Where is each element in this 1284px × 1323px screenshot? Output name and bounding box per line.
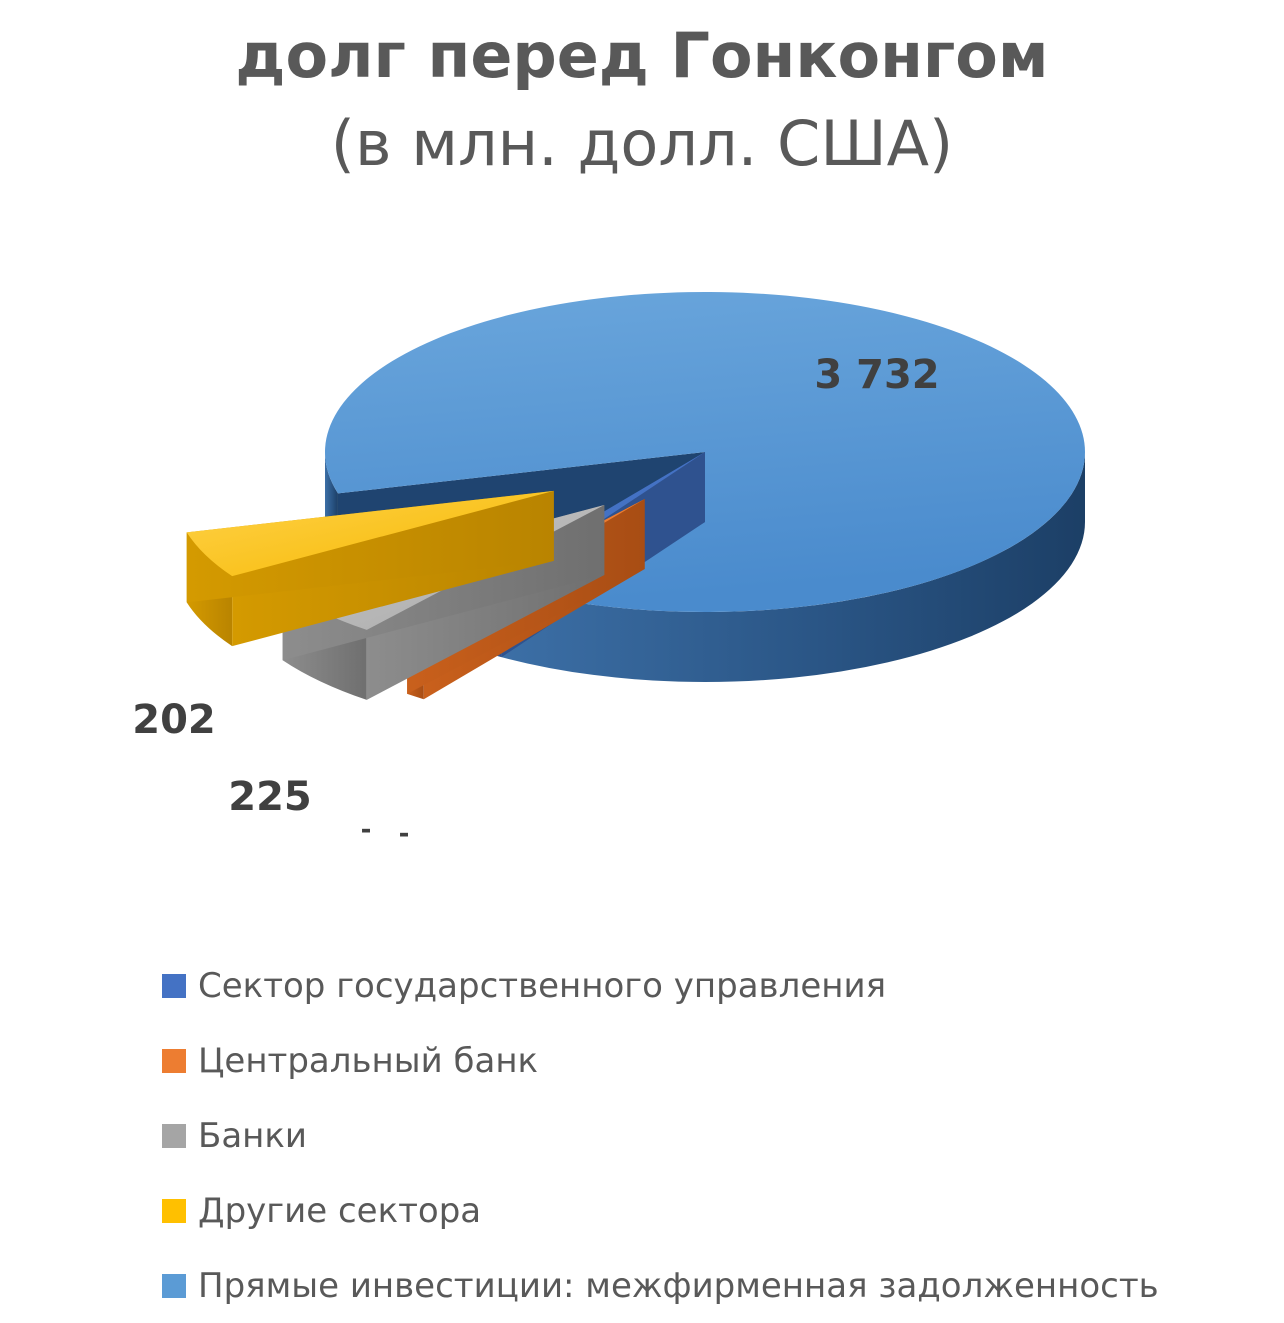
legend-swatch-4 (162, 1273, 186, 1298)
legend-swatch-0 (162, 973, 186, 998)
legend-label-0: Сектор государственного управления (198, 965, 887, 1006)
legend-item-1: Центральный банк (162, 1023, 1262, 1098)
data-label-4: 3 732 (814, 352, 939, 398)
pie-chart: - - 225 202 3 732 (132, 292, 1086, 849)
pie-slice-3 (186, 490, 554, 647)
legend-item-2: Банки (162, 1098, 1262, 1173)
legend-swatch-1 (162, 1048, 186, 1073)
legend-label-1: Центральный банк (198, 1040, 539, 1081)
legend-swatch-3 (162, 1198, 186, 1223)
legend-swatch-2 (162, 1123, 186, 1148)
legend-label-2: Банки (198, 1115, 308, 1156)
chart-subtitle: (в млн. долл. США) (330, 107, 954, 180)
data-label-1: - (399, 819, 410, 849)
data-label-2: 225 (228, 774, 312, 820)
chart-title: долг перед Гонконгом (235, 19, 1049, 92)
legend-item-4: Прямые инвестиции: межфирменная задолжен… (162, 1248, 1262, 1323)
legend-label-4: Прямые инвестиции: межфирменная задолжен… (198, 1265, 1159, 1306)
data-label-0: - (361, 815, 372, 845)
legend-item-3: Другие сектора (162, 1173, 1262, 1248)
data-label-3: 202 (132, 697, 216, 743)
legend-item-0: Сектор государственного управления (162, 948, 1262, 1023)
chart-legend: Сектор государственного управления Центра… (162, 948, 1262, 1323)
legend-label-3: Другие сектора (198, 1190, 482, 1231)
